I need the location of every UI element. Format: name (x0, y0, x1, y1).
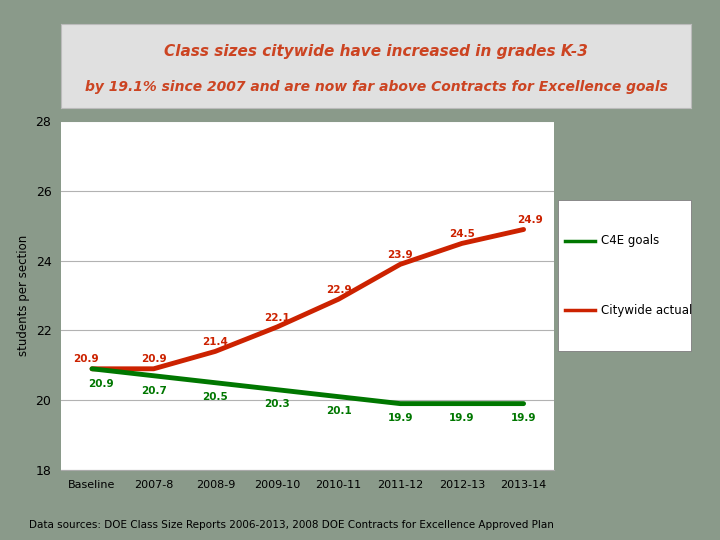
Text: Citywide actual: Citywide actual (600, 303, 692, 316)
Text: C4E goals: C4E goals (600, 234, 659, 247)
Text: 20.5: 20.5 (202, 393, 228, 402)
Text: 20.9: 20.9 (89, 379, 114, 389)
Text: 20.9: 20.9 (73, 354, 99, 364)
Text: 19.9: 19.9 (449, 414, 474, 423)
Text: 22.9: 22.9 (326, 285, 351, 295)
Text: Class sizes citywide have increased in grades K-3: Class sizes citywide have increased in g… (164, 44, 588, 58)
Text: 22.1: 22.1 (264, 313, 290, 323)
Text: by 19.1% since 2007 and are now far above Contracts for Excellence goals: by 19.1% since 2007 and are now far abov… (85, 80, 667, 94)
Text: 20.3: 20.3 (264, 400, 290, 409)
Text: 19.9: 19.9 (387, 414, 413, 423)
Text: 24.5: 24.5 (449, 229, 475, 239)
Text: 23.9: 23.9 (387, 250, 413, 260)
Text: 20.1: 20.1 (325, 407, 351, 416)
Text: 19.9: 19.9 (510, 414, 536, 423)
Text: 20.7: 20.7 (140, 386, 166, 395)
Text: 21.4: 21.4 (202, 337, 228, 347)
Text: 24.9: 24.9 (517, 215, 543, 225)
Y-axis label: students per section: students per section (17, 235, 30, 356)
Text: Data sources: DOE Class Size Reports 2006-2013, 2008 DOE Contracts for Excellenc: Data sources: DOE Class Size Reports 200… (29, 520, 554, 530)
Text: 20.9: 20.9 (141, 354, 166, 364)
